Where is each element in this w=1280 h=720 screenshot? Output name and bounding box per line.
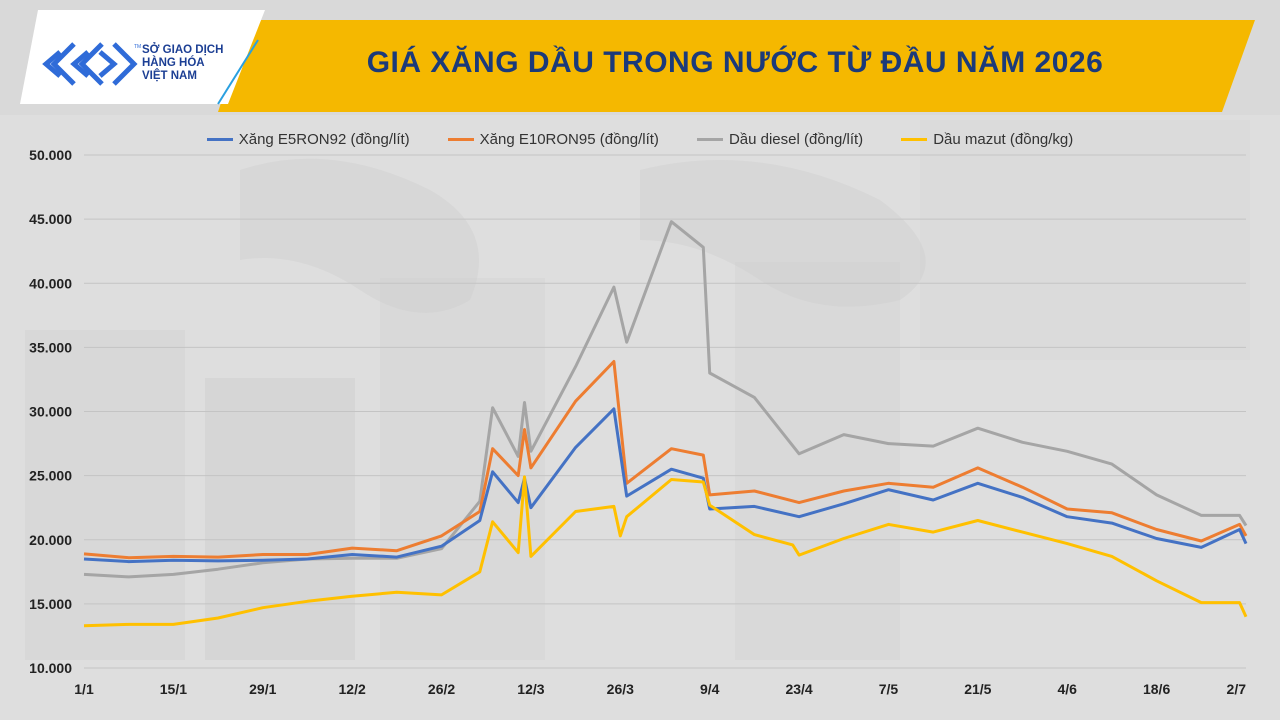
legend-label-mazut: Dầu mazut (đồng/kg) (933, 130, 1074, 148)
x-tick-label: 21/5 (964, 681, 991, 697)
x-tick-label: 15/1 (160, 681, 187, 697)
logo-line-3: VIỆT NAM (142, 70, 197, 82)
series-line-0 (83, 407, 1248, 564)
x-tick-label: 1/1 (74, 681, 94, 697)
y-tick-label: 30.000 (29, 404, 72, 420)
legend-swatch-diesel (696, 137, 723, 141)
page-title: GIÁ XĂNG DẦU TRONG NƯỚC TỪ ĐẦU NĂM 2026 (366, 46, 1104, 79)
legend-item-e10: Xăng E10RON95 (đồng/lít) (447, 128, 659, 150)
x-tick-label: 7/5 (879, 681, 899, 697)
legend-item-diesel: Dầu diesel (đồng/lít) (696, 128, 864, 150)
legend-label-e10: Xăng E10RON95 (đồng/lít) (479, 130, 659, 148)
logo-text: SỞ GIAO DỊCH HÀNG HÓA VIỆT NAM (142, 44, 252, 83)
y-tick-label: 20.000 (29, 532, 72, 548)
legend-item-e5: Xăng E5RON92 (đồng/lít) (206, 128, 410, 150)
legend-swatch-mazut (901, 137, 928, 141)
y-tick-label: 40.000 (29, 275, 72, 291)
logo-line-1: SỞ GIAO DỊCH (142, 44, 224, 56)
y-axis-ticks: 10.000 15.000 20.000 25.000 30.000 35.000 40.0… (29, 147, 72, 676)
y-tick-label: 15.000 (29, 596, 72, 612)
logo-line-2: HÀNG HÓA (142, 57, 205, 69)
grid-lines (84, 154, 1246, 669)
x-tick-label: 4/6 (1057, 681, 1077, 697)
svg-text:TM: TM (134, 44, 141, 50)
legend-item-mazut: Dầu mazut (đồng/kg) (901, 128, 1073, 150)
x-tick-label: 26/3 (607, 681, 634, 697)
series-lines (83, 220, 1248, 628)
legend-label-diesel: Dầu diesel (đồng/lít) (728, 130, 864, 148)
x-tick-label: 23/4 (785, 681, 812, 697)
legend-label-e5: Xăng E5RON92 (đồng/lít) (238, 130, 410, 148)
header-band (20, 10, 1255, 112)
x-tick-label: 12/2 (339, 681, 366, 697)
y-tick-label: 50.000 (29, 147, 72, 163)
x-tick-label: 2/7 (1227, 681, 1247, 697)
x-tick-label: 29/1 (249, 681, 276, 697)
y-tick-label: 45.000 (29, 211, 72, 227)
series-line-2 (83, 220, 1248, 579)
legend-swatch-e5 (206, 137, 233, 141)
y-tick-label: 10.000 (29, 660, 72, 676)
mxv-chevron-logo-icon: TM (42, 42, 141, 86)
x-tick-label: 9/4 (700, 681, 720, 697)
x-axis-ticks: 1/1 15/1 29/1 12/2 26/2 12/3 26/3 9/4 23/4 7/5 21/… (74, 681, 1246, 697)
legend-swatch-e10 (447, 137, 474, 141)
series-line-3 (83, 475, 1248, 628)
x-tick-label: 12/3 (517, 681, 544, 697)
series-line-1 (83, 360, 1248, 560)
x-tick-label: 26/2 (428, 681, 455, 697)
x-tick-label: 18/6 (1143, 681, 1170, 697)
y-tick-label: 35.000 (29, 339, 72, 355)
chart-legend: Xăng E5RON92 (đồng/lít) Xăng E10RON95 (đ… (0, 128, 1280, 150)
y-tick-label: 25.000 (29, 468, 72, 484)
